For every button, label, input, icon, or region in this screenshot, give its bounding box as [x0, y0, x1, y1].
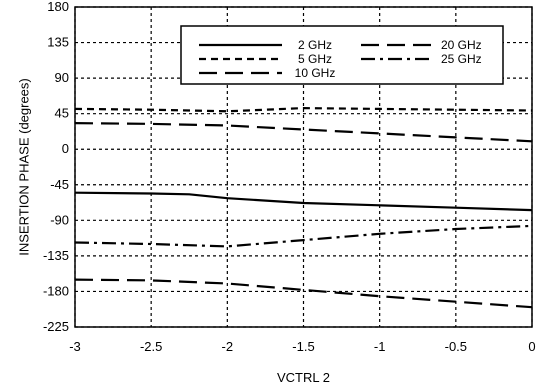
legend-label: 10 GHz	[295, 66, 336, 80]
series-line-10-ghz	[74, 122, 533, 143]
y-tick-label: -90	[50, 212, 69, 227]
x-tick-labels: -3 -2.5 -2 -1.5 -1 -0.5 0	[69, 339, 535, 354]
x-tick-label: 0	[528, 339, 535, 354]
legend-label: 20 GHz	[441, 38, 482, 52]
series-line-20-ghz	[74, 278, 533, 309]
y-tick-label: 135	[47, 35, 69, 50]
legend-label: 5 GHz	[298, 52, 332, 66]
y-tick-label: -45	[50, 177, 69, 192]
series-line-5-ghz	[74, 106, 533, 113]
series-line-25-ghz	[74, 224, 533, 248]
x-tick-label: -1	[374, 339, 386, 354]
legend-box	[180, 25, 504, 85]
y-tick-label: -225	[43, 319, 69, 334]
x-tick-label: -1.5	[292, 339, 314, 354]
y-tick-labels: 180 135 90 45 0 -45 -90 -135 -180 -225	[43, 0, 69, 334]
y-tick-label: -135	[43, 248, 69, 263]
y-tick-label: 45	[55, 106, 69, 121]
y-axis-label: INSERTION PHASE (degrees)	[17, 78, 32, 255]
x-tick-label: -2.5	[140, 339, 162, 354]
legend-label: 25 GHz	[441, 52, 482, 66]
series-line-2-ghz	[74, 191, 533, 212]
y-tick-label: 180	[47, 0, 69, 14]
plot-frame	[74, 6, 533, 328]
x-tick-label: -2	[222, 339, 234, 354]
y-tick-label: 90	[55, 70, 69, 85]
x-tick-label: -0.5	[445, 339, 467, 354]
y-tick-label: -180	[43, 283, 69, 298]
x-tick-label: -3	[69, 339, 81, 354]
x-axis-label: VCTRL 2	[277, 370, 330, 385]
legend-label: 2 GHz	[298, 38, 332, 52]
series-lines	[74, 106, 533, 309]
y-tick-label: 0	[62, 141, 69, 156]
